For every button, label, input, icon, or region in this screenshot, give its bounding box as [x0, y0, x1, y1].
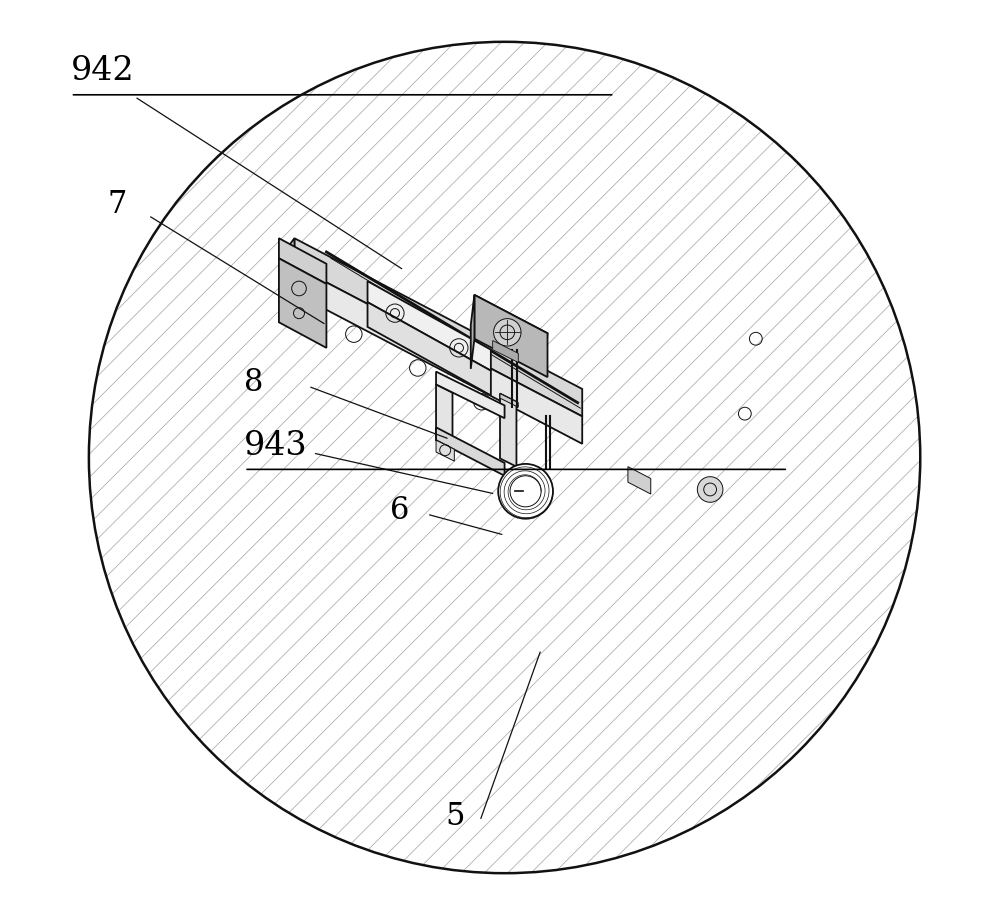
- Polygon shape: [436, 384, 452, 448]
- Polygon shape: [436, 427, 505, 476]
- Polygon shape: [500, 393, 516, 467]
- Text: 7: 7: [107, 189, 127, 220]
- Polygon shape: [281, 238, 294, 311]
- Polygon shape: [493, 340, 518, 362]
- Circle shape: [494, 318, 521, 346]
- Polygon shape: [279, 258, 326, 348]
- Polygon shape: [473, 295, 548, 359]
- Polygon shape: [279, 238, 326, 284]
- Text: 942: 942: [71, 56, 134, 88]
- Polygon shape: [471, 295, 474, 369]
- Circle shape: [697, 477, 723, 502]
- Polygon shape: [500, 393, 518, 407]
- Polygon shape: [436, 440, 454, 461]
- Polygon shape: [436, 371, 505, 418]
- Circle shape: [89, 42, 920, 873]
- Circle shape: [498, 464, 553, 519]
- Polygon shape: [474, 295, 548, 377]
- Polygon shape: [294, 265, 582, 444]
- Text: 943: 943: [244, 430, 308, 462]
- Polygon shape: [368, 281, 491, 371]
- Text: 6: 6: [390, 495, 410, 526]
- Polygon shape: [628, 467, 651, 494]
- Polygon shape: [368, 302, 491, 395]
- Polygon shape: [294, 238, 582, 416]
- Text: 8: 8: [244, 367, 264, 398]
- Text: 5: 5: [445, 801, 465, 832]
